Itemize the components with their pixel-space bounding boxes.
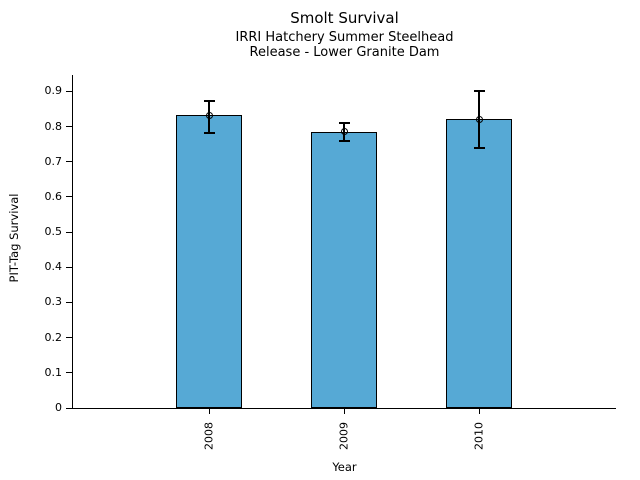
error-cap-top-2008 [203,99,215,102]
y-tick-label: 0.6 [44,189,63,203]
y-tick-mark [66,126,73,128]
x-tick-label-2009: 2009 [337,422,351,450]
x-tick-mark [478,409,480,414]
x-tick-mark [343,409,345,414]
y-tick-mark [66,372,73,374]
y-tick-mark [66,407,73,409]
bar-2010 [446,119,512,408]
error-cap-bottom-2008 [203,131,215,134]
y-tick-label: 0.3 [44,295,63,309]
x-tick-label-2008: 2008 [202,422,216,450]
error-cap-bottom-2010 [473,147,485,150]
x-axis-label: Year [332,460,357,474]
x-axis-spine [72,408,616,409]
y-tick-label: 0.2 [44,330,63,344]
point-marker-2010 [475,115,483,123]
error-cap-top-2010 [473,90,485,93]
y-tick-label: 0.5 [44,225,63,239]
y-tick-label: 0.4 [44,260,63,274]
chart-subtitle-line2: Release - Lower Granite Dam [249,45,440,60]
bar-2008 [176,115,242,408]
chart-title: Smolt Survival [290,9,399,27]
y-tick-mark [66,90,73,92]
y-tick-mark [66,196,73,198]
y-tick-mark [66,266,73,268]
y-tick-label: 0 [55,401,62,414]
chart-subtitle-line1: IRRI Hatchery Summer Steelhead [235,30,454,45]
point-marker-2008 [205,111,213,119]
point-marker-2009 [340,128,348,136]
bar-2009 [311,131,377,408]
x-tick-label-2010: 2010 [472,422,486,450]
y-axis-spine [72,75,73,409]
x-tick-mark [208,409,210,414]
y-tick-label: 0.1 [44,365,63,379]
y-tick-mark [66,161,73,163]
y-tick-label: 0.7 [44,154,63,168]
error-cap-top-2009 [338,122,350,125]
y-tick-label: 0.8 [44,119,63,133]
error-cap-bottom-2009 [338,140,350,143]
y-tick-mark [66,301,73,303]
y-tick-label: 0.9 [44,84,63,98]
y-tick-mark [66,337,73,339]
y-tick-mark [66,231,73,233]
